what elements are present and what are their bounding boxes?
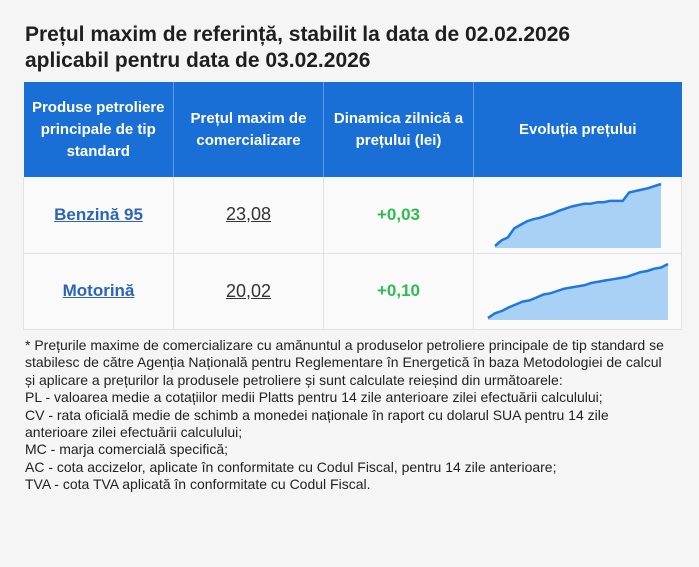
table-row: Motorină 20,02 +0,10: [23, 253, 682, 330]
sparkline-line: [486, 262, 669, 320]
footnote-pl: PL - valoarea medie a cotațiilor medii P…: [25, 389, 603, 406]
footnote-cv: CV - rata oficială medie de schimb a mon…: [25, 406, 609, 441]
sparkline-area: [494, 183, 661, 248]
footnote-mc: MC - marja comercială specifică;: [25, 441, 229, 458]
footnotes: * Prețurile maxime de comercializare cu …: [25, 337, 675, 494]
sparkline-line: [493, 182, 661, 247]
header-product: Produse petroliere principale de tip sta…: [23, 82, 174, 177]
header-dynamics: Dinamica zilnică a prețului (lei): [323, 82, 474, 177]
dynamics-value-benzina: +0,03: [376, 204, 420, 224]
product-link-benzina[interactable]: Benzină 95: [54, 204, 143, 224]
footnote-intro: * Prețurile maxime de comercializare cu …: [25, 337, 664, 388]
footnote-tva: TVA - cota TVA aplicată în conformitate …: [25, 476, 371, 493]
table-header-row: Produse petroliere principale de tip sta…: [23, 82, 682, 177]
price-link-motorina[interactable]: 20,02: [225, 280, 272, 301]
header-evolution: Evoluția prețului: [473, 82, 682, 177]
price-link-benzina[interactable]: 23,08: [225, 204, 272, 225]
sparkline-motorina: [486, 262, 669, 320]
title-line-2: aplicabil pentru data de 03.02.2026: [25, 49, 371, 72]
header-price: Prețul maxim de comercializare: [173, 82, 324, 177]
dynamics-value-motorina: +0,10: [376, 281, 420, 300]
footnote-ac: AC - cota accizelor, aplicate în conform…: [25, 458, 557, 475]
product-link-motorina[interactable]: Motorină: [62, 281, 135, 300]
table-row: Benzină 95 23,08 +0,03: [23, 177, 682, 254]
sparkline-benzina: [493, 182, 661, 248]
page-title: Prețul maxim de referință, stabilit la d…: [25, 22, 665, 74]
price-table: Produse petroliere principale de tip sta…: [23, 82, 682, 330]
title-line-1: Prețul maxim de referință, stabilit la d…: [25, 23, 571, 46]
